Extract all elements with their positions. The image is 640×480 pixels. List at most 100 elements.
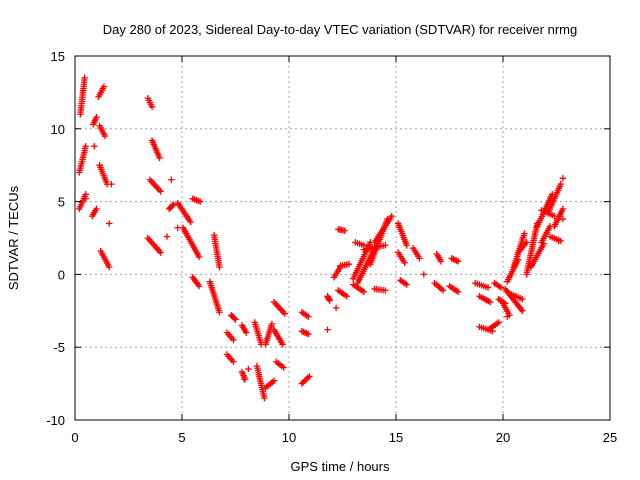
data-point bbox=[231, 315, 238, 322]
data-point bbox=[280, 364, 287, 371]
chart-title: Day 280 of 2023, Sidereal Day-to-day VTE… bbox=[103, 22, 577, 37]
data-point bbox=[216, 309, 223, 316]
y-tick-label: 5 bbox=[58, 195, 65, 210]
data-point bbox=[382, 287, 389, 294]
data-point bbox=[101, 132, 109, 140]
data-point bbox=[82, 143, 89, 150]
y-tick-label: 10 bbox=[51, 122, 65, 137]
data-point bbox=[108, 180, 115, 188]
data-point bbox=[187, 218, 194, 226]
data-point bbox=[81, 74, 88, 82]
y-tick-label: -5 bbox=[53, 340, 65, 355]
data-point bbox=[168, 176, 175, 183]
data-point bbox=[439, 287, 447, 294]
x-tick-label: 15 bbox=[389, 430, 403, 445]
data-point bbox=[305, 330, 312, 338]
data-point bbox=[382, 242, 389, 249]
data-point bbox=[341, 227, 348, 234]
data-point bbox=[521, 230, 528, 237]
data-point bbox=[484, 284, 492, 291]
data-point bbox=[300, 378, 307, 386]
x-tick-label: 10 bbox=[282, 430, 296, 445]
data-point bbox=[93, 113, 100, 121]
x-tick-label: 25 bbox=[603, 430, 617, 445]
data-point bbox=[343, 293, 350, 300]
data-point bbox=[559, 175, 567, 182]
data-point bbox=[519, 295, 526, 303]
x-tick-label: 20 bbox=[496, 430, 510, 445]
data-point bbox=[91, 143, 98, 150]
data-point bbox=[454, 258, 462, 265]
data-point bbox=[559, 215, 567, 223]
data-point bbox=[416, 255, 423, 262]
data-point bbox=[245, 365, 252, 373]
data-point bbox=[519, 307, 526, 314]
data-point bbox=[281, 310, 288, 317]
data-point bbox=[401, 259, 408, 266]
x-tick-label: 5 bbox=[178, 430, 185, 445]
data-point bbox=[497, 284, 505, 291]
data-point bbox=[360, 288, 368, 296]
data-point bbox=[230, 358, 237, 365]
data-point bbox=[324, 326, 331, 333]
data-point bbox=[495, 319, 502, 326]
data-point bbox=[557, 180, 564, 188]
data-point bbox=[157, 249, 164, 256]
data-point bbox=[326, 297, 333, 304]
data-point bbox=[332, 304, 340, 312]
x-axis-label: GPS time / hours bbox=[291, 459, 390, 474]
grid-lines bbox=[75, 56, 610, 420]
data-point bbox=[93, 205, 100, 213]
data-point bbox=[301, 377, 309, 384]
data-point bbox=[555, 237, 562, 245]
y-tick-labels: -10 -5 0 5 10 15 bbox=[46, 49, 65, 428]
data-point bbox=[157, 188, 164, 195]
data-point bbox=[268, 320, 276, 328]
data-point bbox=[345, 261, 353, 268]
y-tick-label: 0 bbox=[58, 267, 65, 282]
data-point bbox=[388, 212, 395, 220]
data-points bbox=[76, 74, 567, 402]
data-point bbox=[454, 288, 462, 296]
data-point bbox=[303, 376, 310, 383]
data-point bbox=[148, 103, 156, 111]
data-point bbox=[100, 83, 108, 90]
y-tick-label: -10 bbox=[46, 413, 65, 428]
data-point bbox=[261, 394, 268, 402]
data-point bbox=[243, 329, 250, 336]
data-point bbox=[403, 281, 410, 288]
data-point bbox=[420, 271, 428, 278]
data-point bbox=[559, 205, 567, 213]
y-axis-label: SDTVAR / TECUs bbox=[6, 185, 21, 290]
x-tick-label: 0 bbox=[71, 430, 78, 445]
x-tick-labels: 0 5 10 15 20 25 bbox=[71, 430, 617, 445]
data-point bbox=[298, 380, 306, 387]
data-point bbox=[156, 154, 163, 162]
axis-ticks bbox=[74, 55, 611, 421]
data-point bbox=[523, 239, 530, 246]
data-point bbox=[306, 373, 313, 380]
data-point bbox=[195, 253, 203, 261]
data-point bbox=[216, 263, 223, 271]
data-point bbox=[240, 376, 248, 383]
data-point bbox=[232, 316, 239, 323]
data-point bbox=[304, 374, 312, 381]
data-point bbox=[504, 313, 511, 320]
data-point bbox=[195, 282, 203, 290]
data-point bbox=[82, 195, 89, 202]
data-point bbox=[403, 242, 410, 249]
data-point bbox=[106, 220, 113, 227]
data-point bbox=[270, 377, 278, 384]
data-point bbox=[170, 201, 177, 208]
data-point bbox=[486, 298, 494, 306]
data-point bbox=[106, 263, 113, 271]
plot-frame bbox=[74, 55, 611, 421]
data-point bbox=[305, 313, 312, 320]
data-point bbox=[196, 198, 204, 205]
data-point bbox=[230, 336, 237, 344]
data-point bbox=[437, 258, 445, 265]
y-tick-label: 15 bbox=[51, 49, 65, 64]
data-point bbox=[163, 233, 171, 240]
data-point bbox=[279, 341, 286, 348]
